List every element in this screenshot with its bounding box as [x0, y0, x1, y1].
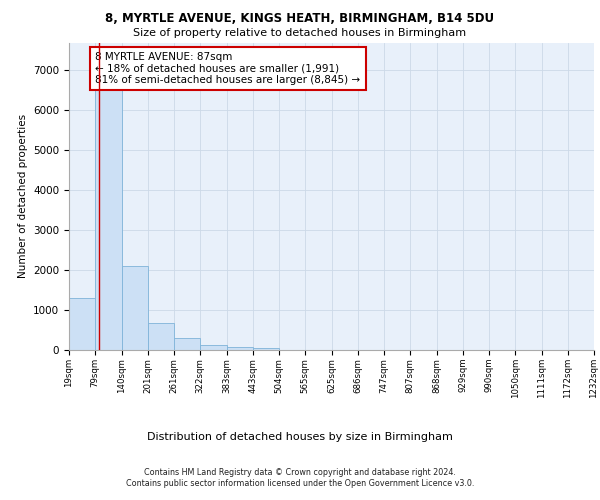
Bar	[253, 348, 279, 350]
Text: Contains HM Land Registry data © Crown copyright and database right 2024.
Contai: Contains HM Land Registry data © Crown c…	[126, 468, 474, 487]
Text: 8 MYRTLE AVENUE: 87sqm
← 18% of detached houses are smaller (1,991)
81% of semi-: 8 MYRTLE AVENUE: 87sqm ← 18% of detached…	[95, 52, 361, 85]
Bar	[148, 323, 174, 350]
Bar	[69, 298, 95, 350]
Bar	[227, 347, 253, 350]
Bar	[95, 86, 121, 350]
Bar	[121, 266, 148, 350]
Y-axis label: Number of detached properties: Number of detached properties	[17, 114, 28, 278]
Bar	[200, 345, 227, 350]
Bar	[174, 338, 200, 350]
Text: Size of property relative to detached houses in Birmingham: Size of property relative to detached ho…	[133, 28, 467, 38]
Text: Distribution of detached houses by size in Birmingham: Distribution of detached houses by size …	[147, 432, 453, 442]
Text: 8, MYRTLE AVENUE, KINGS HEATH, BIRMINGHAM, B14 5DU: 8, MYRTLE AVENUE, KINGS HEATH, BIRMINGHA…	[106, 12, 494, 26]
